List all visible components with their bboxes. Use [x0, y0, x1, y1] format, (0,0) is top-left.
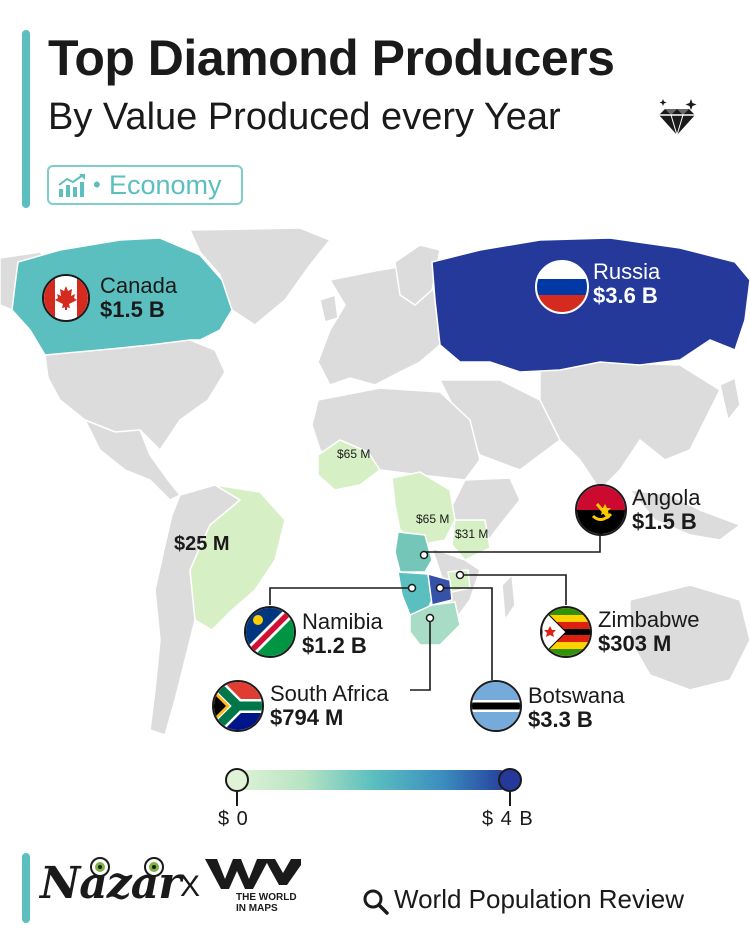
category-tag: • Economy [47, 165, 243, 205]
zimbabwe-label: Zimbabwe $303 M [598, 608, 699, 656]
botswana-value: $3.3 B [528, 707, 593, 732]
leader-angola [423, 530, 601, 555]
canada-value: $1.5 B [100, 297, 165, 322]
namibia-value: $1.2 B [302, 633, 367, 658]
world-in-maps-line2: IN MAPS [236, 903, 278, 914]
australia [629, 584, 750, 691]
uk [319, 294, 339, 323]
zimbabwe-value: $303 M [598, 631, 672, 656]
world-in-maps-text: THE WORLD IN MAPS [236, 892, 297, 914]
south-africa-shape [409, 601, 461, 646]
scandinavia [394, 244, 441, 306]
botswana-label: Botswana $3.3 B [528, 684, 625, 732]
japan [719, 376, 741, 422]
canada-label: Canada $1.5 B [100, 274, 177, 322]
legend-min-tick [236, 792, 238, 806]
canada-name: Canada [100, 273, 178, 298]
madagascar [501, 573, 516, 623]
legend-min-marker [225, 768, 249, 792]
accent-bar [22, 30, 30, 208]
tanzania-shape [451, 519, 491, 561]
botswana-flag-icon [470, 680, 522, 732]
angola-value: $1.5 B [632, 509, 697, 534]
namibia-flag-icon [244, 606, 296, 658]
tag-label: Economy [109, 170, 222, 200]
drc-value: $65 M [416, 512, 450, 526]
legend-max-tick [509, 792, 511, 806]
legend-max-label: $ 4 B [482, 808, 534, 830]
drc-shape [391, 471, 456, 546]
usa [44, 339, 226, 452]
legend-min-label: $ 0 [218, 808, 249, 830]
world-map [0, 227, 750, 736]
namibia-name: Namibia [302, 609, 383, 634]
zimbabwe-flag-icon [540, 606, 592, 658]
page-subtitle: By Value Produced every Year [48, 96, 561, 138]
legend-gradient-bar [236, 770, 510, 790]
angola-label: Angola $1.5 B [632, 486, 701, 534]
west-africa-shape [317, 439, 382, 491]
russia-name: Russia [593, 259, 661, 284]
brazil-value: $25 M [174, 533, 230, 555]
diamond-icon [659, 99, 697, 136]
south-africa-name: South Africa [270, 681, 389, 706]
zimbabwe-name: Zimbabwe [598, 607, 700, 632]
greenland [188, 227, 332, 326]
russia-flag-icon [535, 260, 589, 314]
west-africa-value: $65 M [337, 447, 371, 461]
footer-accent-bar [22, 853, 30, 923]
source-label: World Population Review [394, 884, 684, 914]
world-in-maps-logo-icon [205, 859, 301, 889]
leader-zimbabwe [460, 574, 567, 605]
south-africa-value: $794 M [270, 705, 344, 730]
leader-south-africa [410, 618, 431, 691]
nazar-eyes-icon [90, 857, 164, 877]
chart-icon [58, 174, 85, 197]
angola-name: Angola [632, 485, 701, 510]
angola-shape [394, 531, 433, 573]
asia [539, 361, 721, 492]
namibia-label: Namibia $1.2 B [302, 610, 383, 658]
search-icon [363, 889, 389, 915]
leader-namibia [269, 587, 412, 605]
brazil-shape [189, 484, 286, 631]
canada-shape [11, 237, 233, 356]
tag-separator-dot: • [93, 172, 101, 197]
russia-shape [431, 237, 750, 373]
page-title: Top Diamond Producers [48, 30, 615, 86]
angola-flag-icon [575, 484, 627, 536]
world-in-maps-line1: THE WORLD [236, 892, 297, 903]
leader-botswana [440, 587, 493, 680]
tanzania-value: $31 M [455, 527, 489, 541]
botswana-name: Botswana [528, 683, 625, 708]
southeast-asia [628, 489, 742, 541]
south-africa-flag-icon [212, 680, 264, 732]
legend-max-marker [498, 768, 522, 792]
south-africa-label: South Africa $794 M [270, 682, 389, 730]
russia-label: Russia $3.6 B [593, 260, 660, 308]
canada-flag-icon [42, 274, 90, 322]
collab-separator: X [180, 870, 201, 903]
russia-value: $3.6 B [593, 283, 658, 308]
